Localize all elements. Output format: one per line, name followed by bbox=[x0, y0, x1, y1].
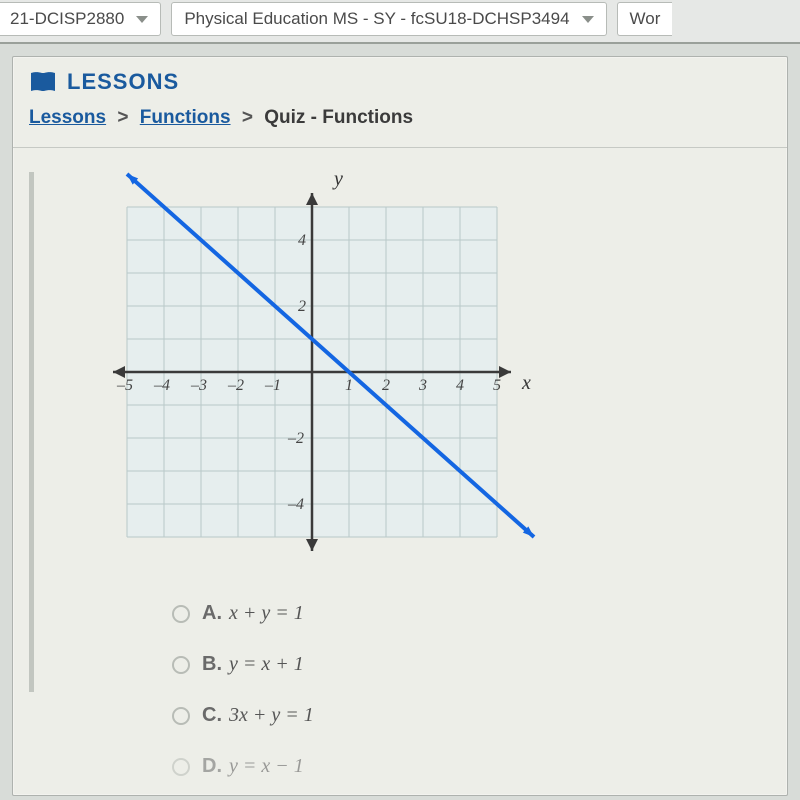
svg-text:–5: –5 bbox=[116, 377, 133, 394]
svg-text:–2: –2 bbox=[287, 430, 304, 447]
breadcrumb-sep: > bbox=[117, 107, 128, 128]
chevron-down-icon bbox=[136, 16, 148, 23]
svg-text:2: 2 bbox=[298, 298, 306, 315]
tab-bar: 21-DCISP2880 Physical Education MS - SY … bbox=[0, 0, 800, 44]
course-tab-left[interactable]: 21-DCISP2880 bbox=[0, 2, 161, 36]
quiz-area: –5 –4 –3 –2 –1 1 2 3 4 5 –4 –2 2 4 y x A. x + y = 1 B… bbox=[13, 148, 787, 800]
breadcrumb-sep: > bbox=[242, 107, 253, 128]
svg-text:1: 1 bbox=[345, 377, 353, 394]
svg-text:–1: –1 bbox=[264, 377, 281, 394]
option-math: 3x + y = 1 bbox=[229, 704, 314, 726]
lessons-title: LESSONS bbox=[67, 69, 179, 95]
radio-icon[interactable] bbox=[172, 656, 190, 674]
breadcrumb: Lessons > Functions > Quiz - Functions bbox=[13, 103, 787, 148]
svg-text:5: 5 bbox=[493, 377, 501, 394]
graph: –5–4–3–2–112345–4–224 y x bbox=[112, 172, 542, 572]
option-math: x + y = 1 bbox=[229, 602, 304, 624]
x-axis-label: x bbox=[522, 372, 531, 395]
option-c[interactable]: C. 3x + y = 1 bbox=[172, 704, 771, 727]
option-math: y = x + 1 bbox=[229, 653, 304, 675]
option-letter: B. bbox=[202, 653, 222, 675]
breadcrumb-link-functions[interactable]: Functions bbox=[140, 107, 231, 128]
radio-icon[interactable] bbox=[172, 758, 190, 776]
tab-label: Physical Education MS - SY - fcSU18-DCHS… bbox=[184, 9, 569, 29]
svg-text:–4: –4 bbox=[287, 496, 304, 513]
lessons-header: LESSONS bbox=[13, 57, 787, 103]
y-axis-label: y bbox=[334, 168, 343, 191]
chevron-down-icon bbox=[582, 16, 594, 23]
answer-options: A. x + y = 1 B. y = x + 1 C. 3x + y = 1 … bbox=[172, 602, 771, 778]
svg-text:–2: –2 bbox=[227, 377, 244, 394]
svg-text:4: 4 bbox=[456, 377, 464, 394]
option-letter: A. bbox=[202, 602, 222, 624]
svg-text:–4: –4 bbox=[153, 377, 170, 394]
breadcrumb-current: Quiz - Functions bbox=[264, 107, 413, 128]
course-tab-right[interactable]: Wor bbox=[617, 2, 673, 36]
tab-label: 21-DCISP2880 bbox=[10, 9, 124, 29]
option-d[interactable]: D. y = x − 1 bbox=[172, 755, 771, 778]
breadcrumb-link-lessons[interactable]: Lessons bbox=[29, 107, 106, 128]
vertical-rule bbox=[29, 172, 34, 692]
content-frame: LESSONS Lessons > Functions > Quiz - Fun… bbox=[12, 56, 788, 796]
radio-icon[interactable] bbox=[172, 707, 190, 725]
option-math: y = x − 1 bbox=[229, 755, 304, 777]
option-a[interactable]: A. x + y = 1 bbox=[172, 602, 771, 625]
tab-label: Wor bbox=[630, 9, 661, 29]
option-b[interactable]: B. y = x + 1 bbox=[172, 653, 771, 676]
svg-text:3: 3 bbox=[418, 377, 427, 394]
svg-text:4: 4 bbox=[298, 232, 306, 249]
svg-text:–3: –3 bbox=[190, 377, 207, 394]
option-letter: C. bbox=[202, 704, 222, 726]
svg-text:2: 2 bbox=[382, 377, 390, 394]
book-icon bbox=[29, 70, 57, 94]
radio-icon[interactable] bbox=[172, 605, 190, 623]
option-letter: D. bbox=[202, 755, 222, 777]
quiz-content: –5–4–3–2–112345–4–224 y x A. x + y = 1 B… bbox=[52, 172, 771, 800]
course-tab-center[interactable]: Physical Education MS - SY - fcSU18-DCHS… bbox=[171, 2, 606, 36]
